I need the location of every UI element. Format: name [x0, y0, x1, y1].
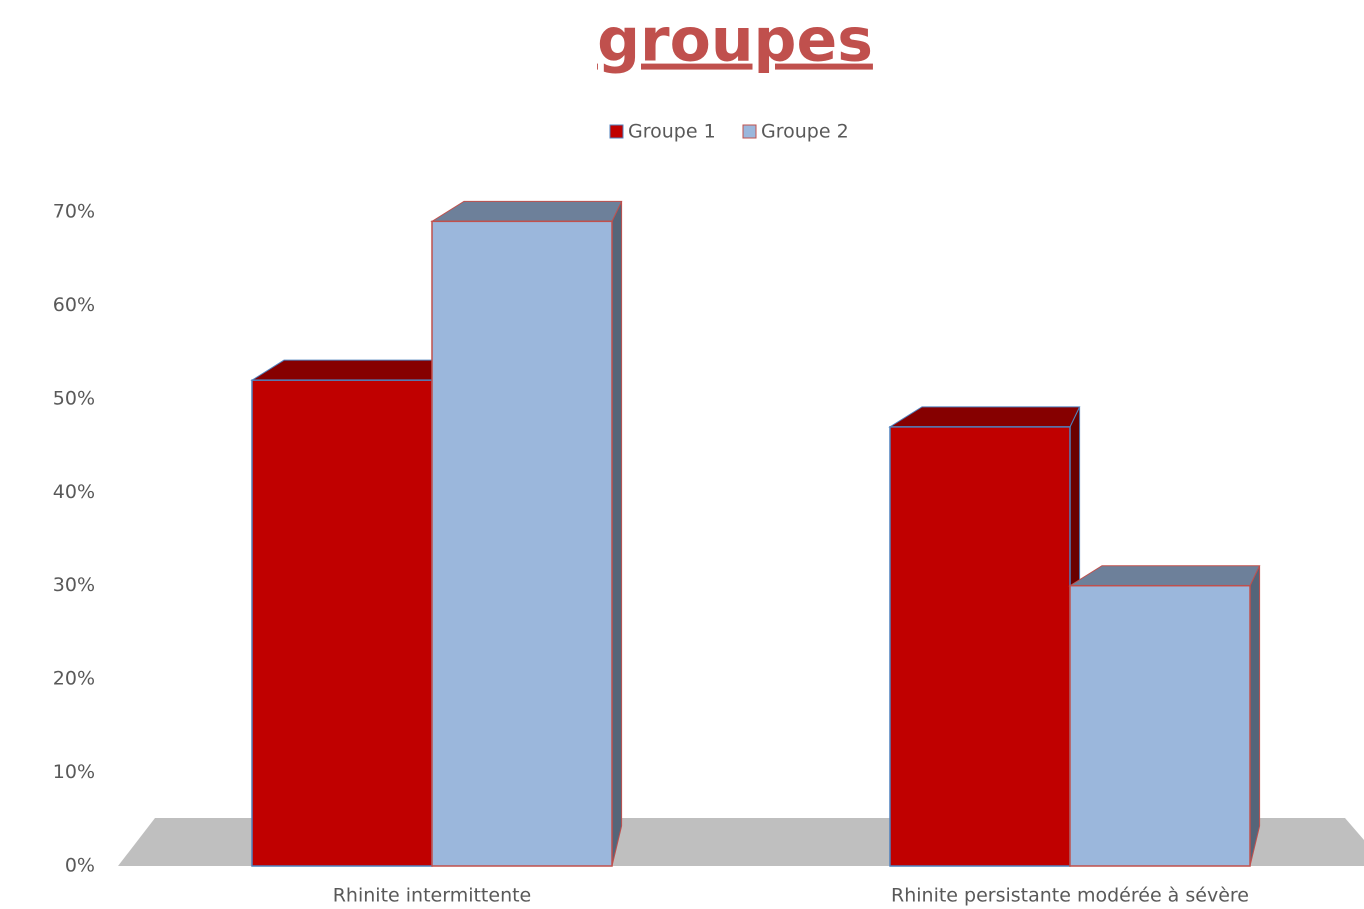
y-tick-label: 40% [53, 481, 95, 503]
legend-swatch [609, 124, 624, 139]
legend-label: Groupe 2 [761, 121, 849, 143]
legend-swatch [742, 124, 757, 139]
y-tick-label: 30% [53, 574, 95, 596]
bar [1069, 584, 1251, 867]
bar-top [430, 200, 623, 222]
y-tick-label: 20% [53, 668, 95, 690]
bar [889, 426, 1071, 867]
y-tick-label: 60% [53, 294, 95, 316]
y-tick-label: 0% [65, 855, 95, 877]
y-tick-label: 50% [53, 387, 95, 409]
legend-label: Groupe 1 [628, 121, 716, 143]
chart-title: groupes [597, 6, 873, 76]
bar-top [1068, 565, 1261, 587]
x-tick-label: Rhinite intermittente [333, 885, 532, 907]
bar-top [250, 359, 443, 381]
bar-side [611, 201, 623, 867]
x-tick-label: Rhinite persistante modérée à sévère [891, 885, 1249, 907]
bar-side [1249, 565, 1261, 867]
bar [431, 220, 613, 867]
bar-top [888, 406, 1081, 428]
y-tick-label: 10% [53, 761, 95, 783]
y-tick-label: 70% [53, 201, 95, 223]
bar [251, 379, 433, 867]
